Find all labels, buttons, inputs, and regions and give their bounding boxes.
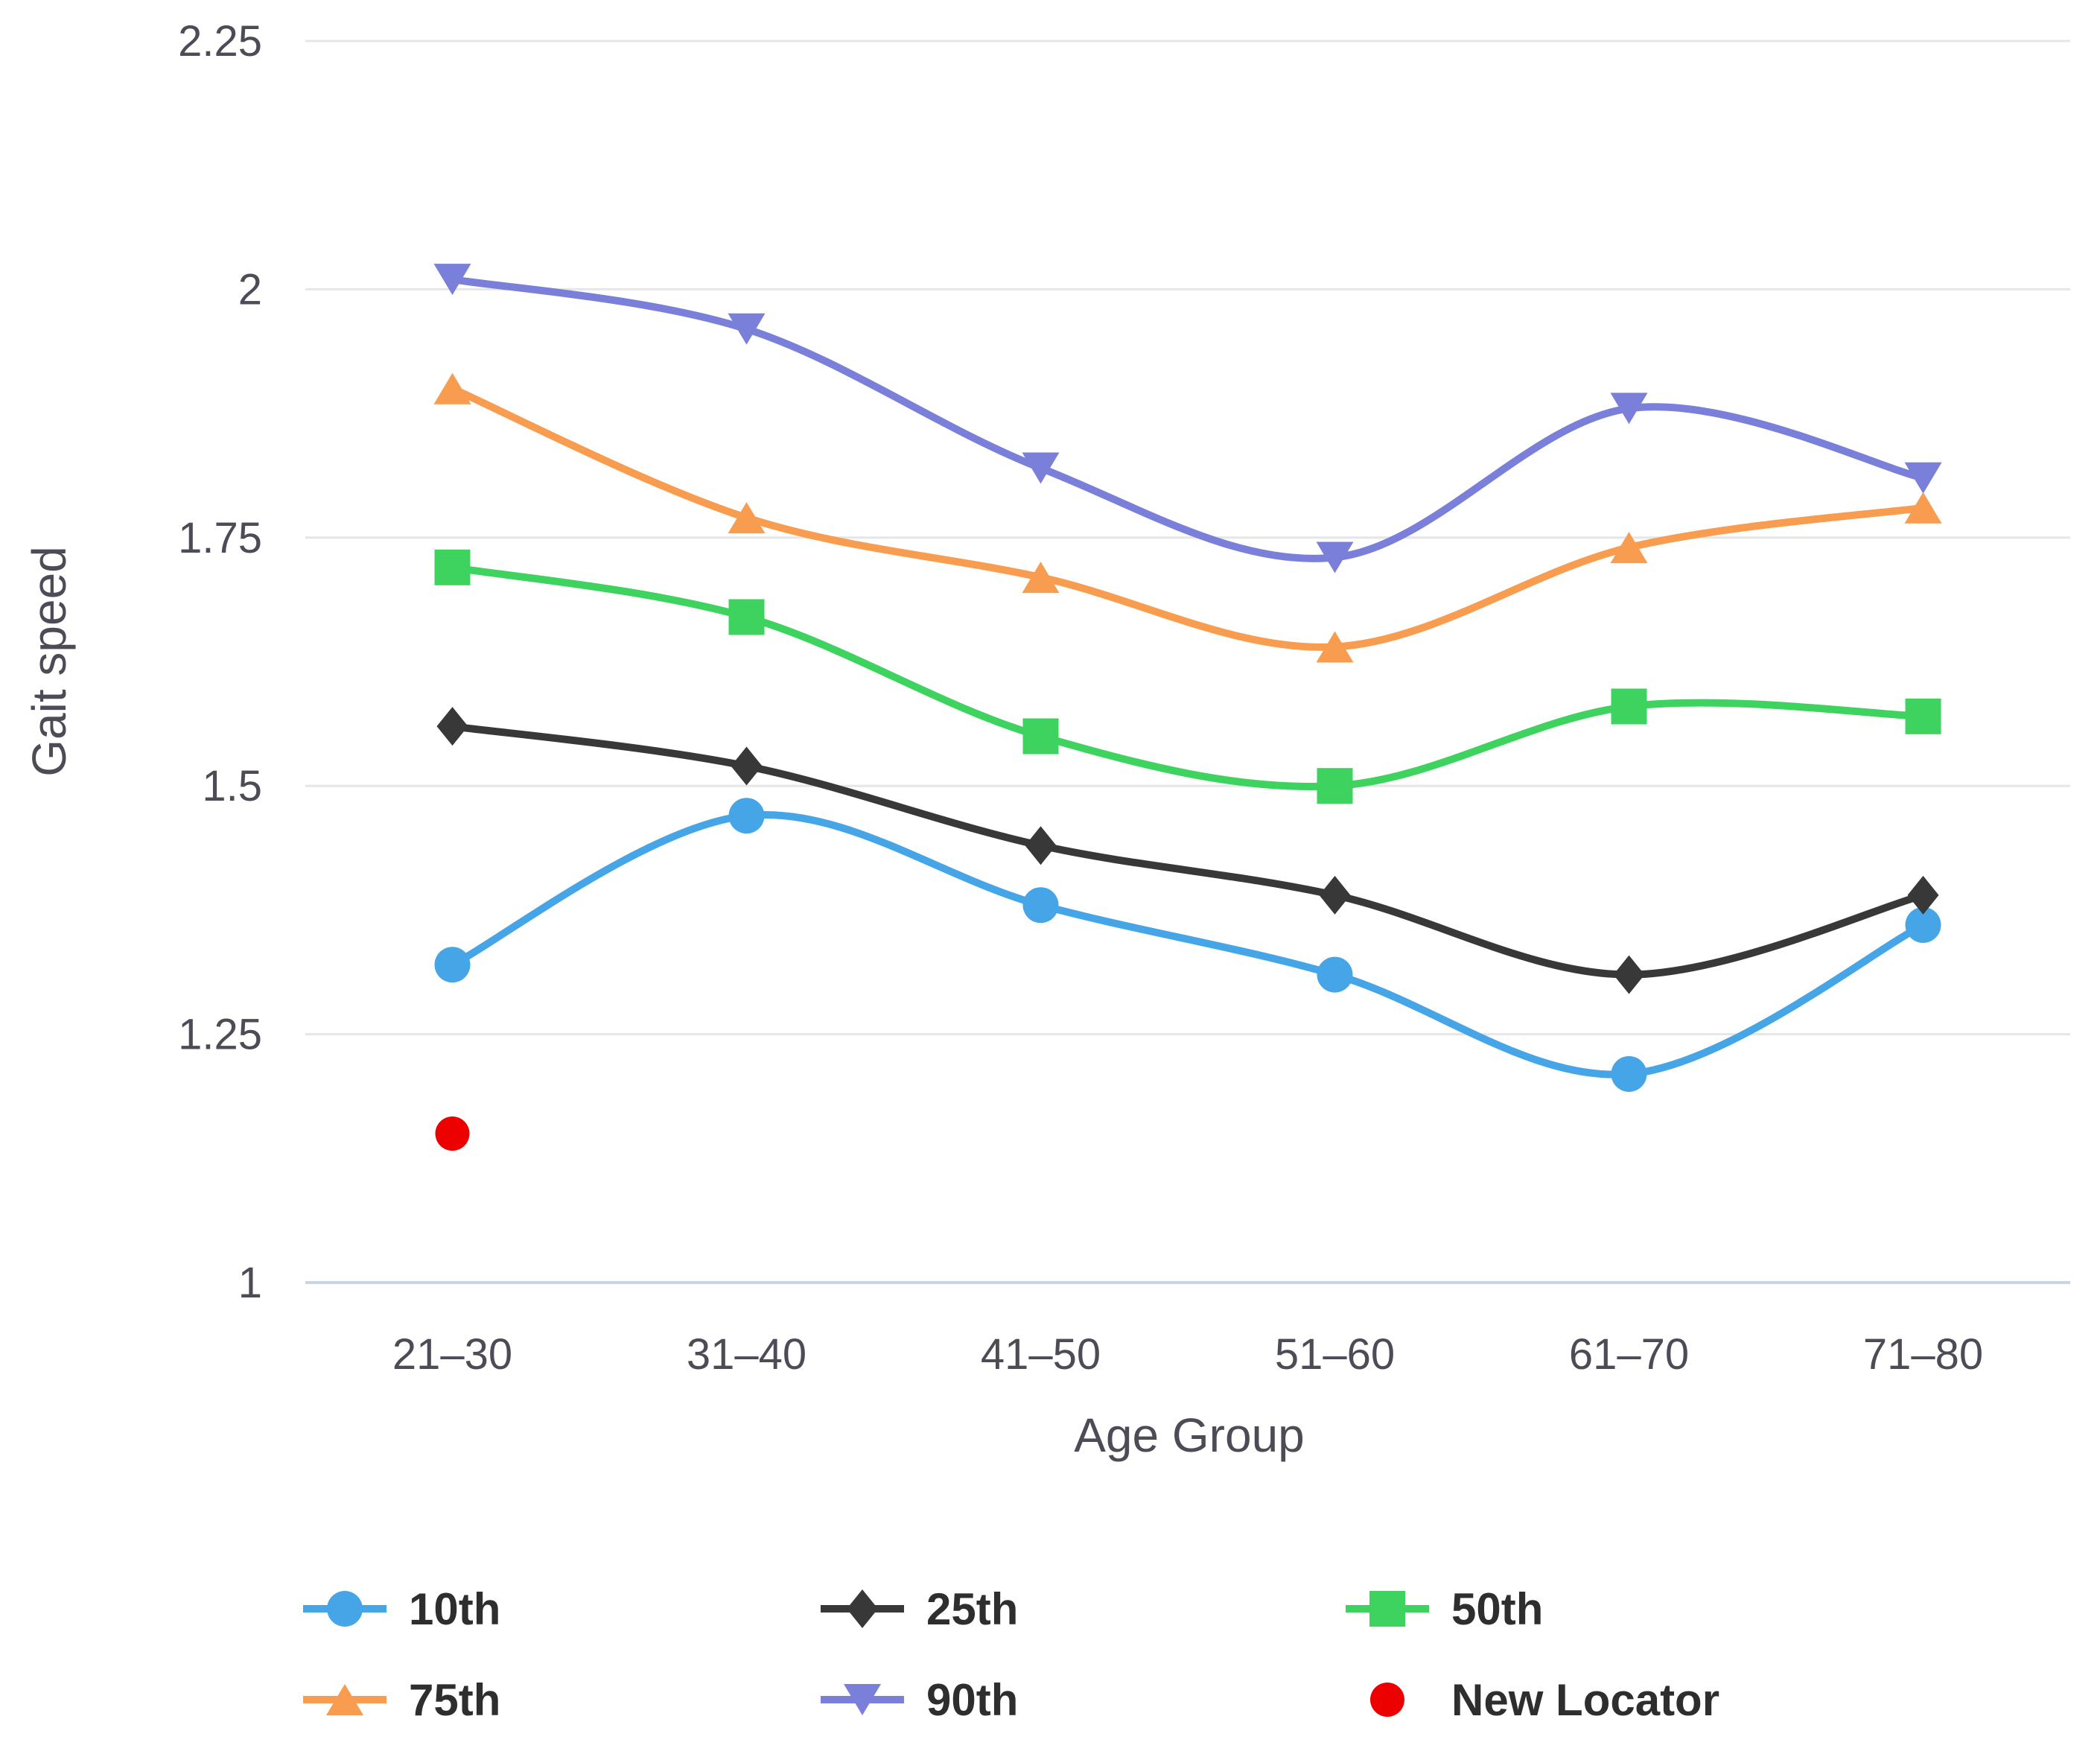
marker-50th-3[interactable] [1317, 768, 1353, 804]
marker-25th-5[interactable] [1907, 875, 1939, 915]
series-line-50th[interactable] [448, 563, 1927, 790]
legend-marker-red-dot-icon [1370, 1683, 1404, 1717]
legend-glyph-New Locator [1370, 1683, 1404, 1717]
legend-item-90th[interactable]: 90th [819, 1668, 1018, 1732]
series-line-25th[interactable] [448, 722, 1927, 979]
legend-label: 25th [926, 1583, 1019, 1634]
legend-marker-diamond-icon [821, 1589, 904, 1628]
marker-75th-1[interactable] [728, 502, 766, 534]
marker-10th-0[interactable] [434, 947, 471, 983]
x-tick-label: 71–80 [1863, 1330, 1983, 1379]
marker-25th-4[interactable] [1613, 955, 1645, 994]
series-10th [434, 798, 1941, 1092]
marker-50th-0[interactable] [434, 549, 471, 585]
marker-90th-1[interactable] [728, 313, 766, 345]
marker-50th-2[interactable] [1022, 718, 1059, 754]
series-line-10th[interactable] [448, 811, 1927, 1078]
x-tick-label: 51–60 [1275, 1330, 1395, 1379]
marker-25th-2[interactable] [1025, 826, 1057, 865]
x-tick-label: 31–40 [687, 1330, 806, 1379]
marker-90th-0[interactable] [433, 264, 471, 296]
x-tick-label: 41–50 [981, 1330, 1101, 1379]
marker-50th-5[interactable] [1905, 698, 1941, 734]
marker-75th-5[interactable] [1904, 492, 1942, 524]
series-50th [434, 549, 1941, 804]
marker-10th-2[interactable] [1022, 887, 1059, 924]
y-tick-label: 2.25 [178, 17, 262, 66]
legend-item-50th[interactable]: 50th [1344, 1577, 1543, 1641]
legend-marker-square-icon [1346, 1591, 1429, 1627]
legend-glyph-75th [326, 1684, 363, 1715]
marker-50th-1[interactable] [728, 599, 765, 635]
y-tick-label: 1.75 [178, 514, 262, 562]
series-75th [433, 372, 1942, 663]
marker-10th-1[interactable] [728, 798, 765, 834]
marker-90th-3[interactable] [1316, 541, 1354, 574]
legend-label: 90th [926, 1674, 1019, 1725]
marker-90th-4[interactable] [1610, 393, 1648, 425]
y-tick-label: 1.25 [178, 1011, 262, 1059]
legend-item-10th[interactable]: 10th [302, 1577, 500, 1641]
legend-glyph-25th [847, 1589, 878, 1628]
series-line-75th[interactable] [448, 384, 1927, 651]
legend-glyph-50th [1369, 1591, 1405, 1627]
y-tick-label: 2 [238, 265, 262, 314]
x-tick-label: 21–30 [392, 1330, 512, 1379]
marker-75th-3[interactable] [1316, 631, 1354, 663]
marker-25th-0[interactable] [436, 707, 468, 746]
legend-label: 10th [409, 1583, 501, 1634]
legend-label: 50th [1451, 1583, 1544, 1634]
marker-75th-4[interactable] [1610, 532, 1648, 564]
marker-90th-5[interactable] [1904, 462, 1942, 494]
legend-marker-circle-icon [303, 1591, 386, 1627]
y-tick-label: 1 [238, 1259, 262, 1307]
point-new-locator[interactable] [435, 1116, 470, 1151]
marker-25th-1[interactable] [731, 746, 763, 786]
x-tick-label: 61–70 [1569, 1330, 1689, 1379]
marker-25th-3[interactable] [1319, 875, 1351, 915]
series-25th [436, 707, 1939, 994]
marker-10th-3[interactable] [1317, 956, 1353, 993]
legend-item-25th[interactable]: 25th [819, 1577, 1018, 1641]
y-axis-title: Gait speed [22, 546, 76, 777]
x-axis-title: Age Group [1074, 1408, 1305, 1462]
legend-item-new-locator[interactable]: New Locator [1344, 1668, 1719, 1732]
legend-item-75th[interactable]: 75th [302, 1668, 500, 1732]
marker-75th-0[interactable] [433, 372, 471, 404]
marker-90th-2[interactable] [1022, 452, 1060, 484]
marker-50th-4[interactable] [1611, 688, 1647, 725]
legend-marker-triangle-down-icon [821, 1684, 904, 1715]
legend-marker-triangle-up-icon [303, 1684, 386, 1715]
marker-10th-5[interactable] [1905, 906, 1941, 943]
legend-label: New Locator [1451, 1674, 1720, 1725]
y-tick-label: 1.5 [202, 762, 262, 810]
legend-glyph-10th [327, 1591, 363, 1627]
series-90th [433, 264, 1942, 574]
marker-75th-2[interactable] [1022, 562, 1060, 594]
marker-10th-4[interactable] [1611, 1055, 1647, 1092]
plot-area: 1 1.25 1.5 1.75 2 2.25 21–30 31–40 41–50 51–60 61–… [178, 17, 2070, 1379]
legend-glyph-90th [844, 1684, 881, 1715]
legend-label: 75th [409, 1674, 501, 1725]
series-line-90th[interactable] [448, 276, 1927, 562]
